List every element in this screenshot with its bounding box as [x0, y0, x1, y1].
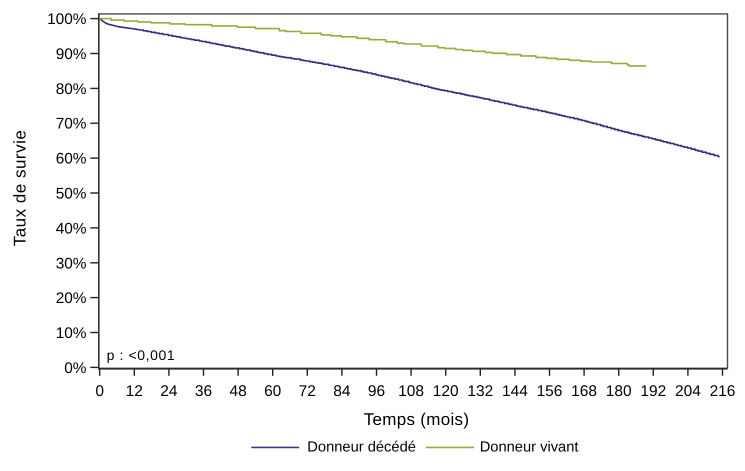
svg-text:72: 72 [299, 383, 316, 400]
svg-text:0: 0 [95, 383, 104, 400]
svg-text:Donneur vivant: Donneur vivant [480, 439, 579, 455]
svg-text:90%: 90% [56, 46, 87, 63]
svg-text:30%: 30% [56, 255, 87, 272]
svg-text:Temps (mois): Temps (mois) [364, 410, 470, 429]
svg-text:100%: 100% [47, 11, 87, 28]
svg-text:0%: 0% [64, 360, 87, 377]
svg-text:108: 108 [398, 383, 424, 400]
svg-text:216: 216 [710, 383, 736, 400]
svg-text:20%: 20% [56, 290, 87, 307]
svg-text:180: 180 [606, 383, 632, 400]
svg-text:50%: 50% [56, 186, 87, 203]
svg-text:80%: 80% [56, 81, 87, 98]
svg-text:168: 168 [571, 383, 597, 400]
svg-text:132: 132 [467, 383, 493, 400]
svg-text:60: 60 [264, 383, 282, 400]
svg-text:96: 96 [368, 383, 385, 400]
svg-text:144: 144 [502, 383, 528, 400]
svg-text:84: 84 [333, 383, 351, 400]
svg-text:36: 36 [195, 383, 212, 400]
svg-text:120: 120 [433, 383, 459, 400]
svg-text:204: 204 [675, 383, 701, 400]
svg-text:p : <0,001: p : <0,001 [107, 347, 176, 363]
svg-text:192: 192 [640, 383, 666, 400]
svg-text:156: 156 [537, 383, 563, 400]
svg-text:24: 24 [160, 383, 178, 400]
svg-text:12: 12 [126, 383, 143, 400]
svg-text:40%: 40% [56, 220, 87, 237]
svg-text:48: 48 [229, 383, 246, 400]
svg-text:Taux de survie: Taux de survie [11, 130, 30, 247]
svg-text:10%: 10% [56, 325, 87, 342]
svg-text:Donneur décédé: Donneur décédé [307, 439, 416, 455]
svg-text:70%: 70% [56, 116, 87, 133]
svg-text:60%: 60% [56, 151, 87, 168]
